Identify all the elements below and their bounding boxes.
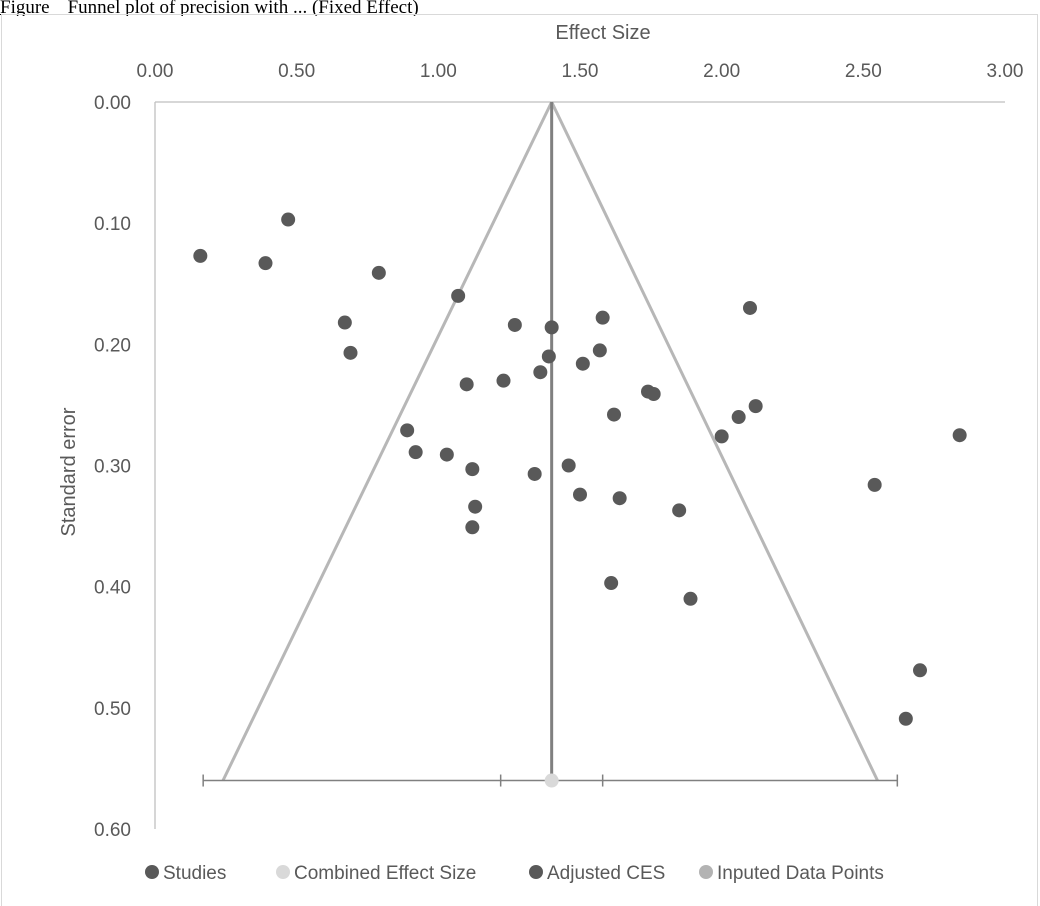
study-point (533, 365, 548, 380)
legend-label: Adjusted CES (547, 863, 665, 884)
study-point (408, 445, 423, 460)
study-point (459, 377, 474, 392)
points-layer (193, 212, 967, 788)
legend-marker (145, 865, 159, 879)
combined-effect-point (544, 773, 559, 788)
x-tick-label: 0.00 (137, 61, 174, 82)
study-point (468, 499, 483, 514)
legend-label: Studies (163, 863, 226, 884)
x-axis-title: Effect Size (555, 22, 650, 44)
study-point (281, 212, 296, 227)
study-point (672, 503, 687, 518)
study-point (607, 407, 621, 422)
study-point (573, 487, 587, 502)
study-point (913, 663, 927, 678)
legend-marker (529, 865, 543, 879)
study-point (400, 423, 415, 438)
study-point (451, 288, 466, 303)
study-point (465, 462, 480, 477)
funnel-layer (202, 101, 899, 787)
study-point (952, 428, 967, 443)
axes-layer: 0.00 0.50 1.00 1.50 2.00 2.50 3.00 0.00 0.10 0.20… (94, 61, 1023, 841)
study-point (371, 265, 386, 280)
study-point (714, 429, 729, 444)
x-tick-label: 3.00 (987, 61, 1024, 82)
study-point (604, 576, 619, 591)
study-point (337, 315, 352, 330)
x-tick-label: 1.50 (562, 61, 599, 82)
legend-marker (699, 865, 713, 879)
x-tick-label: 0.50 (278, 61, 315, 82)
legend-label: Combined Effect Size (294, 863, 476, 884)
legend-marker (276, 865, 290, 879)
chart-frame (1, 14, 1038, 906)
legend-label: Inputed Data Points (717, 863, 884, 884)
study-point (595, 310, 610, 325)
study-point (592, 343, 607, 358)
study-point (612, 491, 627, 506)
y-tick-label: 0.40 (94, 578, 131, 599)
study-point (561, 458, 576, 473)
study-point (541, 349, 556, 364)
y-tick-label: 0.00 (94, 93, 131, 114)
study-point (544, 320, 559, 335)
x-tick-label: 2.00 (703, 61, 740, 82)
study-point (575, 356, 590, 371)
study-point (507, 317, 522, 332)
y-axis-title: Standard error (58, 407, 80, 536)
figure-caption: Figure Funnel plot of precision with ... … (0, 0, 1040, 16)
y-tick-label: 0.10 (94, 214, 131, 235)
study-point (343, 345, 358, 360)
caption-text: Funnel plot of precision with ... (Fixed… (67, 0, 419, 16)
study-point (731, 410, 746, 425)
study-point (748, 399, 763, 414)
y-tick-label: 0.60 (94, 820, 131, 841)
study-point (258, 256, 273, 271)
study-point (193, 248, 208, 263)
study-point (496, 373, 511, 388)
study-point (867, 477, 882, 492)
study-point (465, 520, 480, 535)
x-tick-label: 2.50 (845, 61, 882, 82)
study-point (898, 711, 913, 726)
caption-label: Figure (0, 0, 50, 16)
y-tick-label: 0.50 (94, 699, 131, 720)
funnel-left-line (221, 101, 554, 782)
legend: Studies Combined Effect Size Adjusted CES I… (145, 863, 884, 884)
study-point (439, 447, 454, 462)
y-tick-label: 0.20 (94, 335, 131, 356)
study-point (646, 387, 661, 402)
study-point (527, 466, 542, 481)
study-point (743, 300, 757, 315)
funnel-right-line (550, 101, 879, 782)
y-tick-label: 0.30 (94, 457, 131, 478)
study-point (683, 591, 698, 606)
x-tick-label: 1.00 (420, 61, 457, 82)
